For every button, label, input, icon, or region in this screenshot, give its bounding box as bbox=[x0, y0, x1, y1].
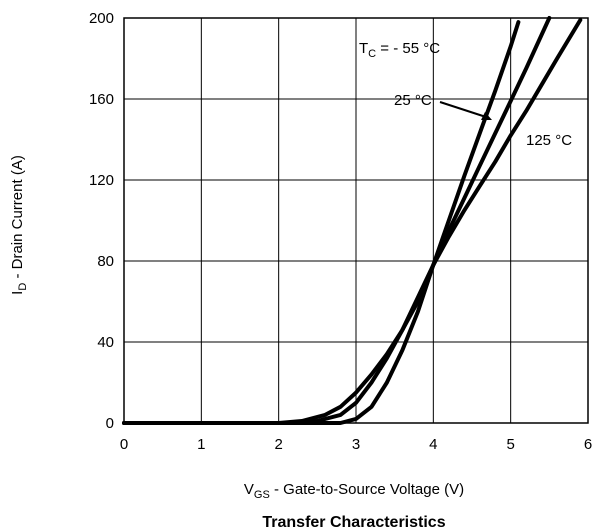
y-axis-label: ID - Drain Current (A) bbox=[9, 155, 29, 295]
y-tick-label: 80 bbox=[97, 253, 114, 270]
y-tick-label: 40 bbox=[97, 334, 114, 351]
annotation-25c: 25 °C bbox=[394, 92, 432, 109]
series-line-minus55c bbox=[122, 20, 521, 425]
annotation-25c-pointer bbox=[439, 101, 487, 118]
x-tick-label: 1 bbox=[197, 436, 205, 453]
x-tick-label: 3 bbox=[352, 436, 360, 453]
series-line-25c bbox=[122, 16, 552, 425]
annotation-tc-minus55: TC = - 55 °C bbox=[359, 40, 440, 60]
annotation-25c-arrowhead bbox=[481, 112, 492, 120]
x-tick-label: 4 bbox=[429, 436, 437, 453]
y-tick-label: 200 bbox=[89, 10, 114, 27]
y-tick-label: 120 bbox=[89, 172, 114, 189]
x-tick-label: 2 bbox=[274, 436, 282, 453]
grid-lines bbox=[124, 18, 588, 423]
x-tick-label: 0 bbox=[120, 436, 128, 453]
annotation-125c: 125 °C bbox=[526, 132, 572, 149]
chart-title: Transfer Characteristics bbox=[262, 514, 445, 531]
y-tick-labels: 0 40 80 120 160 200 bbox=[89, 10, 114, 432]
plot-frame bbox=[123, 17, 589, 424]
x-tick-labels: 0 1 2 3 4 5 6 bbox=[120, 436, 592, 453]
y-tick-label: 160 bbox=[89, 91, 114, 108]
x-axis-label: VGS - Gate-to-Source Voltage (V) bbox=[244, 481, 464, 501]
y-tick-label: 0 bbox=[106, 415, 114, 432]
series-curves bbox=[122, 16, 583, 425]
x-tick-label: 6 bbox=[584, 436, 592, 453]
series-line-125c bbox=[122, 18, 583, 425]
x-tick-label: 5 bbox=[506, 436, 514, 453]
